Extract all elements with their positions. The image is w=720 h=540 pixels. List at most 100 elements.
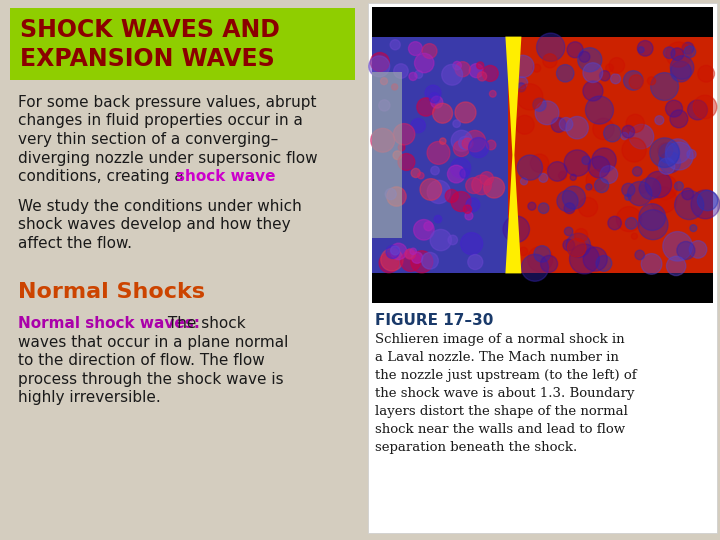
- Text: waves that occur in a plane normal: waves that occur in a plane normal: [18, 335, 289, 349]
- Circle shape: [603, 125, 621, 142]
- Circle shape: [651, 72, 678, 100]
- Text: process through the shock wave is: process through the shock wave is: [18, 372, 284, 387]
- Circle shape: [379, 253, 399, 273]
- Circle shape: [675, 191, 703, 220]
- Circle shape: [394, 64, 408, 78]
- Circle shape: [655, 116, 664, 125]
- Circle shape: [600, 166, 618, 184]
- Circle shape: [405, 249, 415, 259]
- Circle shape: [586, 184, 592, 190]
- Circle shape: [482, 65, 498, 82]
- Circle shape: [675, 181, 683, 191]
- Circle shape: [387, 187, 406, 206]
- Circle shape: [693, 95, 717, 119]
- Circle shape: [670, 110, 688, 128]
- Bar: [10, 8, 355, 80]
- Circle shape: [503, 216, 529, 242]
- Text: FIGURE 17–30: FIGURE 17–30: [375, 313, 493, 328]
- Circle shape: [570, 244, 599, 274]
- Circle shape: [534, 246, 550, 262]
- Circle shape: [519, 247, 528, 255]
- Circle shape: [371, 129, 395, 152]
- Circle shape: [521, 254, 549, 281]
- Circle shape: [563, 239, 575, 251]
- Circle shape: [512, 55, 534, 77]
- Circle shape: [440, 138, 446, 144]
- Text: changes in fluid properties occur in a: changes in fluid properties occur in a: [18, 113, 303, 129]
- Circle shape: [517, 84, 543, 110]
- Circle shape: [606, 64, 613, 72]
- Circle shape: [369, 56, 390, 77]
- Circle shape: [422, 252, 438, 269]
- Circle shape: [582, 156, 590, 165]
- Circle shape: [415, 53, 434, 73]
- Circle shape: [454, 140, 469, 157]
- Circle shape: [447, 165, 465, 183]
- Circle shape: [415, 70, 423, 78]
- Bar: [368, 3, 717, 533]
- Circle shape: [557, 191, 578, 212]
- Circle shape: [398, 144, 405, 151]
- Circle shape: [592, 148, 616, 172]
- Text: very thin section of a converging–: very thin section of a converging–: [18, 132, 278, 147]
- Circle shape: [663, 232, 693, 261]
- Circle shape: [418, 172, 424, 179]
- Circle shape: [687, 150, 696, 159]
- Circle shape: [690, 225, 697, 232]
- Circle shape: [453, 120, 461, 127]
- Circle shape: [379, 100, 390, 111]
- Circle shape: [566, 233, 590, 258]
- Circle shape: [583, 63, 603, 83]
- Circle shape: [557, 65, 574, 82]
- Circle shape: [670, 61, 691, 82]
- Circle shape: [621, 132, 628, 140]
- Bar: [372, 7, 713, 37]
- Circle shape: [417, 98, 435, 116]
- Circle shape: [465, 212, 473, 220]
- Text: affect the flow.: affect the flow.: [18, 235, 132, 251]
- Circle shape: [405, 249, 414, 258]
- Circle shape: [390, 40, 400, 50]
- Circle shape: [459, 137, 472, 149]
- Circle shape: [663, 47, 675, 58]
- Text: to the direction of flow. The flow: to the direction of flow. The flow: [18, 353, 265, 368]
- Circle shape: [466, 178, 482, 193]
- Circle shape: [431, 166, 439, 175]
- Circle shape: [567, 42, 583, 58]
- Circle shape: [682, 188, 693, 200]
- Circle shape: [585, 96, 613, 124]
- Circle shape: [451, 192, 471, 212]
- Circle shape: [490, 91, 496, 97]
- Circle shape: [424, 222, 433, 231]
- Circle shape: [484, 177, 505, 198]
- Circle shape: [625, 194, 631, 200]
- Circle shape: [539, 173, 548, 183]
- Circle shape: [441, 64, 462, 85]
- Text: SHOCK WAVES AND
EXPANSION WAVES: SHOCK WAVES AND EXPANSION WAVES: [20, 18, 280, 71]
- Circle shape: [671, 48, 683, 60]
- Polygon shape: [505, 37, 521, 273]
- Circle shape: [539, 203, 549, 213]
- Circle shape: [422, 44, 437, 58]
- Text: diverging nozzle under supersonic flow: diverging nozzle under supersonic flow: [18, 151, 318, 165]
- Circle shape: [688, 100, 708, 120]
- Circle shape: [577, 48, 602, 72]
- Circle shape: [392, 84, 397, 90]
- Circle shape: [622, 183, 635, 197]
- Circle shape: [639, 178, 661, 199]
- Circle shape: [433, 103, 453, 123]
- Circle shape: [588, 156, 610, 178]
- Circle shape: [453, 62, 462, 70]
- Circle shape: [390, 243, 407, 260]
- Circle shape: [434, 215, 441, 223]
- Circle shape: [425, 85, 441, 101]
- Circle shape: [626, 114, 644, 132]
- Circle shape: [645, 171, 672, 198]
- Bar: [372, 273, 713, 303]
- Circle shape: [386, 245, 399, 259]
- Circle shape: [464, 131, 485, 152]
- Circle shape: [466, 198, 480, 212]
- Circle shape: [541, 255, 557, 272]
- Circle shape: [616, 207, 642, 232]
- Circle shape: [593, 118, 614, 140]
